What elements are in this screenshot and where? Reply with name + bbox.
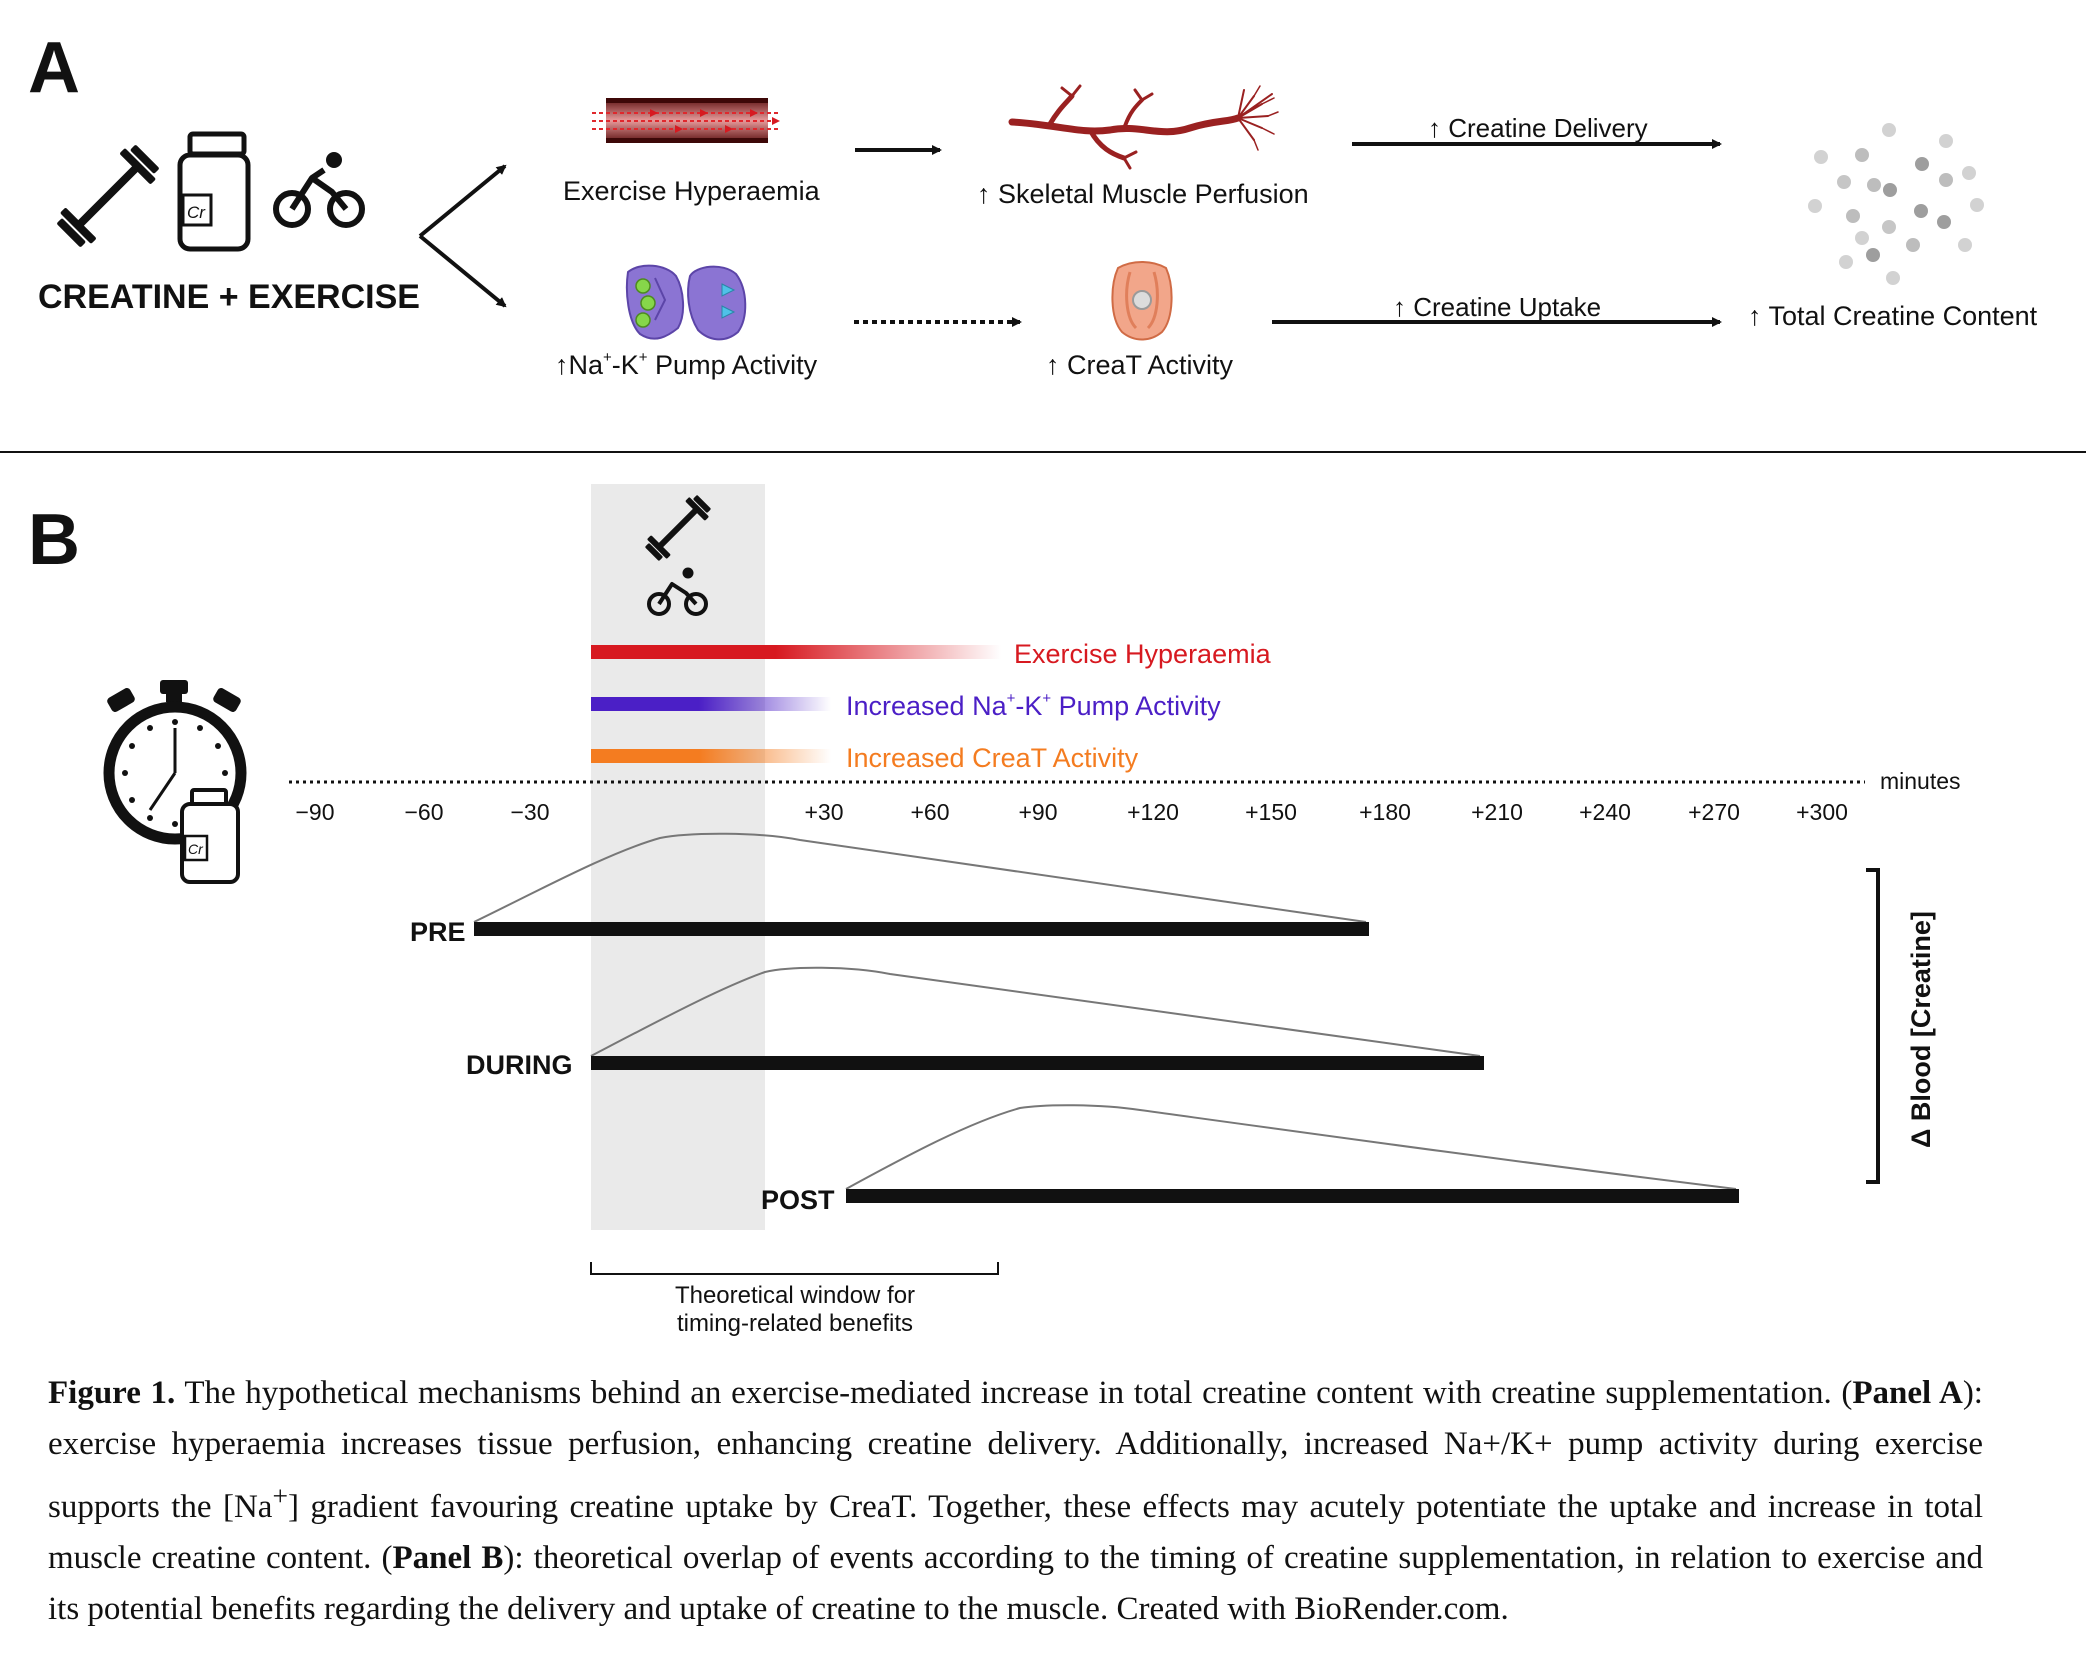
exercise-hyperaemia-label: Exercise Hyperaemia bbox=[563, 176, 821, 206]
blood-vessel-icon bbox=[592, 98, 780, 143]
y-axis-label: Δ Blood [Creatine] bbox=[1906, 911, 1936, 1148]
tick-label: +60 bbox=[910, 799, 949, 825]
legend-label-hyperaemia: Exercise Hyperaemia bbox=[1014, 639, 1272, 669]
tick-label: +180 bbox=[1359, 799, 1411, 825]
caption-part-2: ): exercise hyperaemia increases tissue … bbox=[48, 1375, 1983, 1525]
window-dumbbell-icon bbox=[645, 495, 711, 561]
row-label-during: DURING bbox=[466, 1050, 573, 1080]
caption-panel-a: Panel A bbox=[1852, 1375, 1963, 1411]
artery-branch-icon bbox=[1008, 84, 1279, 170]
figure-caption: Figure 1. The hypothetical mechanisms be… bbox=[48, 1368, 1983, 1635]
tick-label: −60 bbox=[404, 799, 443, 825]
creat-activity-label: ↑ CreaT Activity bbox=[1046, 350, 1234, 380]
exercise-window-shade bbox=[591, 484, 765, 1230]
bar-pre bbox=[474, 922, 1369, 936]
window-bracket bbox=[590, 1262, 999, 1275]
jar-cr-label: Cr bbox=[187, 203, 206, 222]
tick-label: +240 bbox=[1579, 799, 1631, 825]
branch-arrows bbox=[418, 164, 507, 308]
creatine-uptake-label: ↑ Creatine Uptake bbox=[1393, 292, 1601, 322]
tick-labels: −90 −60 −30 +30 +60 +90 +120 +150 +180 +210 +240 +2… bbox=[295, 799, 1847, 825]
legend-bar-creat bbox=[591, 749, 831, 763]
creatine-particles-icon bbox=[1808, 123, 1984, 285]
dumbbell-icon bbox=[57, 145, 159, 247]
curve-during bbox=[590, 966, 1481, 1057]
tick-label: +150 bbox=[1245, 799, 1297, 825]
stopwatch-jar-icon: Cr bbox=[180, 788, 240, 884]
y-bracket bbox=[1866, 868, 1880, 1184]
caption-part-1: The hypothetical mechanisms behind an ex… bbox=[175, 1375, 1853, 1411]
skeletal-perfusion-label: ↑ Skeletal Muscle Perfusion bbox=[977, 179, 1309, 209]
tick-label: +270 bbox=[1688, 799, 1740, 825]
panel-b-label: B bbox=[28, 500, 80, 580]
caption-part-4: ): theoretical overlap of events accordi… bbox=[48, 1540, 1983, 1627]
legend-bar-hyperaemia bbox=[591, 645, 1001, 659]
caption-part-3: ] gradient favouring creatine uptake by … bbox=[48, 1489, 1983, 1576]
tick-label: +300 bbox=[1796, 799, 1848, 825]
creat-transporter-icon bbox=[1111, 261, 1173, 341]
axis-unit-label: minutes bbox=[1880, 768, 1961, 794]
cyclist-icon bbox=[273, 152, 365, 228]
window-cyclist-icon bbox=[647, 567, 708, 616]
creatine-delivery-label: ↑ Creatine Delivery bbox=[1428, 113, 1648, 143]
stopwatch-jar-cr-label: Cr bbox=[188, 841, 204, 857]
window-label-line2: timing-related benefits bbox=[677, 1310, 913, 1337]
caption-sup: + bbox=[272, 1480, 288, 1511]
bar-during bbox=[591, 1056, 1484, 1070]
caption-panel-b: Panel B bbox=[392, 1540, 504, 1576]
row-label-post: POST bbox=[761, 1185, 835, 1215]
curve-post bbox=[845, 1104, 1737, 1190]
tick-label: +30 bbox=[804, 799, 843, 825]
legend-bar-pump bbox=[591, 697, 831, 711]
tick-label: +90 bbox=[1018, 799, 1057, 825]
tick-label: +120 bbox=[1127, 799, 1179, 825]
pump-activity-label: ↑Na+-K+ Pump Activity bbox=[555, 349, 818, 380]
row-label-pre: PRE bbox=[410, 917, 466, 947]
window-label-line1: Theoretical window for bbox=[675, 1282, 915, 1309]
na-k-pump-icon bbox=[625, 264, 747, 341]
legend-label-creat: Increased CreaT Activity bbox=[846, 743, 1139, 773]
creatine-jar-icon: Cr bbox=[177, 131, 251, 252]
legend-label-pump: Increased Na+-K+ Pump Activity bbox=[846, 690, 1221, 721]
tick-label: −90 bbox=[295, 799, 334, 825]
panel-a-label: A bbox=[28, 28, 80, 108]
creatine-exercise-label: CREATINE + EXERCISE bbox=[38, 278, 420, 316]
curve-pre bbox=[473, 832, 1367, 923]
tick-label: +210 bbox=[1471, 799, 1523, 825]
bar-post bbox=[846, 1189, 1739, 1203]
total-creatine-label: ↑ Total Creatine Content bbox=[1748, 301, 2038, 331]
caption-fig-label: Figure 1. bbox=[48, 1375, 176, 1411]
tick-label: −30 bbox=[510, 799, 549, 825]
